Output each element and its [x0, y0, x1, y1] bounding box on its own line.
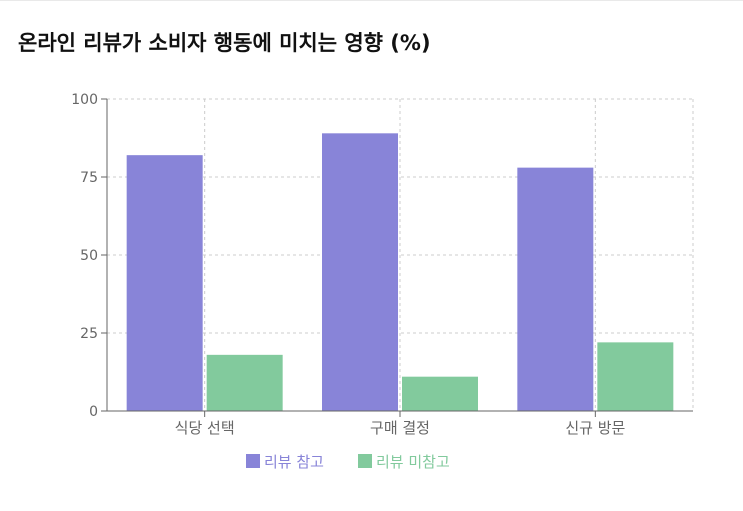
y-tick-label: 100 [71, 92, 98, 108]
y-tick-label: 50 [80, 248, 98, 264]
legend-label-2: 리뷰 미참고 [376, 453, 450, 471]
chart-title: 온라인 리뷰가 소비자 행동에 미치는 영향 (%) [18, 31, 431, 55]
legend-swatch-1 [246, 454, 260, 468]
bar-series-2 [597, 342, 674, 411]
y-tick-label: 0 [89, 404, 98, 420]
bar-series-1 [126, 155, 203, 411]
bar-series-1 [517, 167, 594, 411]
x-category-label: 식당 선택 [175, 419, 235, 437]
y-tick-label: 25 [80, 326, 98, 342]
bar-series-1 [322, 133, 398, 411]
x-category-label: 신규 방문 [565, 419, 625, 437]
y-tick-label: 75 [80, 170, 98, 186]
legend-swatch-2 [358, 454, 372, 468]
bar-series-2 [402, 376, 478, 411]
legend-label-1: 리뷰 참고 [264, 453, 324, 471]
bar-series-2 [206, 354, 283, 411]
x-category-label: 구매 결정 [370, 419, 430, 437]
